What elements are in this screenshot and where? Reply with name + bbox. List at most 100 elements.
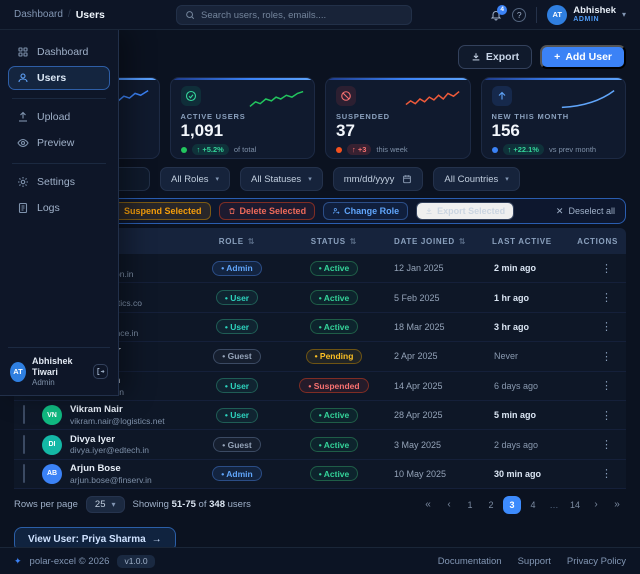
delete-selected-button[interactable]: Delete Selected — [218, 202, 316, 220]
row-menu-button[interactable]: ⋮ — [601, 350, 612, 363]
export-selected-button[interactable]: Export Selected — [416, 202, 515, 220]
plus-icon: + — [554, 51, 561, 63]
stat-caption: this week — [376, 145, 408, 155]
role-filter-select[interactable]: All Roles ▾ — [160, 167, 231, 191]
sidebar-item-logs[interactable]: Logs — [8, 196, 110, 220]
user-icon — [17, 72, 29, 84]
breadcrumb: Dashboard / Users — [14, 9, 105, 21]
stat-value: 156 — [491, 121, 520, 140]
sidebar-user-card: AT Abhishek Tiwari Admin — [8, 347, 110, 395]
sidebar-item-settings[interactable]: Settings — [8, 170, 110, 194]
status-badge: Active — [309, 437, 359, 453]
country-filter-select[interactable]: All Countries ▾ — [433, 167, 520, 191]
column-header-last-active: Last Active — [492, 236, 552, 246]
avatar: AB — [42, 463, 62, 484]
row-menu-button[interactable]: ⋮ — [601, 321, 612, 334]
row-menu-button[interactable]: ⋮ — [601, 439, 612, 452]
page-button[interactable]: … — [549, 499, 559, 510]
sidebar-user-role: Admin — [32, 378, 55, 387]
date-joined: 10 May 2025 — [394, 468, 447, 479]
file-icon — [17, 202, 29, 214]
footer-link-documentation[interactable]: Documentation — [437, 555, 502, 567]
status-badge: Active — [309, 290, 359, 306]
page-button[interactable]: 3 — [503, 495, 521, 514]
page-button[interactable]: ‹ — [447, 499, 451, 511]
topbar-divider — [536, 6, 538, 23]
page-button[interactable]: 2 — [488, 499, 494, 510]
sidebar-item-dashboard[interactable]: Dashboard — [8, 40, 110, 64]
stat-badge: ↑ +5.2% — [191, 144, 229, 156]
date-joined: 12 Jan 2025 — [394, 263, 444, 274]
check-circle-icon — [180, 86, 201, 106]
download-icon — [472, 53, 480, 61]
page-button[interactable]: 1 — [467, 499, 473, 510]
date-joined: 3 May 2025 — [394, 439, 442, 450]
showing-range: 51-75 — [171, 499, 196, 511]
stat-label: Suspended — [336, 112, 390, 121]
column-header-role[interactable]: Role ⇅ — [218, 236, 256, 246]
suspend-selected-button[interactable]: Suspend Selected — [103, 202, 211, 220]
page-button[interactable]: 4 — [530, 499, 536, 510]
user-email: divya.iyer@edtech.in — [70, 445, 150, 456]
ban-icon — [336, 86, 356, 106]
row-menu-button[interactable]: ⋮ — [601, 262, 612, 275]
notifications-button[interactable]: 4 — [490, 4, 508, 21]
add-user-button[interactable]: + Add User — [540, 45, 626, 69]
status-filter-select[interactable]: All Statuses ▾ — [240, 167, 323, 191]
search-icon — [185, 10, 195, 20]
column-header-joined[interactable]: Date Joined ⇅ — [394, 236, 467, 246]
global-search-input[interactable] — [201, 9, 403, 21]
global-search[interactable] — [176, 5, 412, 25]
table-row[interactable]: VN Vikram Nair vikram.nair@logistics.net… — [14, 400, 626, 431]
avatar: AT — [547, 4, 568, 25]
date-joined: 2 Apr 2025 — [394, 351, 438, 362]
row-checkbox[interactable] — [23, 434, 25, 454]
row-menu-button[interactable]: ⋮ — [601, 380, 612, 393]
user-email: arjun.bose@finserv.in — [70, 474, 152, 485]
sidebar: Dashboard Users Upload Preview Settings … — [0, 30, 119, 396]
row-checkbox[interactable] — [23, 463, 25, 483]
sidebar-item-upload[interactable]: Upload — [8, 105, 110, 129]
last-active: 2 days ago — [494, 439, 539, 450]
logout-button[interactable] — [93, 364, 108, 380]
sidebar-item-label: Settings — [37, 176, 75, 188]
sidebar-item-label: Upload — [37, 111, 71, 123]
status-badge: Pending — [305, 348, 363, 364]
sidebar-item-preview[interactable]: Preview — [8, 131, 110, 155]
footer-link-support[interactable]: Support — [517, 555, 551, 567]
last-active: 30 min ago — [494, 468, 542, 479]
calendar-icon — [403, 175, 412, 184]
status-badge: Active — [309, 260, 359, 276]
row-menu-button[interactable]: ⋮ — [601, 409, 612, 422]
export-button[interactable]: Export — [457, 45, 533, 69]
row-menu-button[interactable]: ⋮ — [601, 292, 612, 305]
page-button[interactable]: 14 — [569, 499, 580, 510]
column-header-status[interactable]: Status ⇅ — [310, 236, 358, 246]
date-filter-input[interactable]: mm/dd/yyyy — [332, 167, 424, 191]
sidebar-divider — [12, 163, 106, 164]
user-menu[interactable]: AT Abhishek ADMIN ▾ — [547, 4, 626, 25]
table-row[interactable]: AB Arjun Bose arjun.bose@finserv.in Admi… — [14, 459, 626, 490]
last-active: Never — [494, 351, 519, 362]
table-row[interactable]: DI Divya Iyer divya.iyer@edtech.in Guest… — [14, 430, 626, 460]
user-name: Vikram Nair — [70, 404, 123, 416]
deselect-all-button[interactable]: ✕ Deselect all — [555, 205, 615, 217]
page-buttons: « ‹ 1 2 3 4 … 14 › » — [419, 495, 626, 514]
page-button[interactable]: › — [594, 499, 598, 511]
breadcrumb-dashboard[interactable]: Dashboard — [14, 9, 63, 20]
footer-link-privacy[interactable]: Privacy Policy — [566, 555, 626, 567]
page-button[interactable]: « — [425, 499, 431, 511]
page-button[interactable]: » — [614, 499, 620, 511]
stat-badge: ↑ +22.1% — [502, 144, 544, 156]
sidebar-item-users[interactable]: Users — [8, 66, 110, 90]
chevron-down-icon: ▾ — [505, 176, 509, 183]
last-active: 2 min ago — [494, 263, 537, 274]
row-menu-button[interactable]: ⋮ — [601, 468, 612, 481]
help-button[interactable]: ? — [512, 7, 527, 22]
avatar: AT — [10, 361, 27, 382]
user-name: Abhishek — [573, 4, 616, 16]
row-checkbox[interactable] — [23, 405, 25, 425]
rows-per-page-select[interactable]: 25 ▾ — [85, 496, 125, 514]
last-active: 5 min ago — [494, 410, 537, 421]
change-role-button[interactable]: Change Role — [323, 202, 409, 220]
